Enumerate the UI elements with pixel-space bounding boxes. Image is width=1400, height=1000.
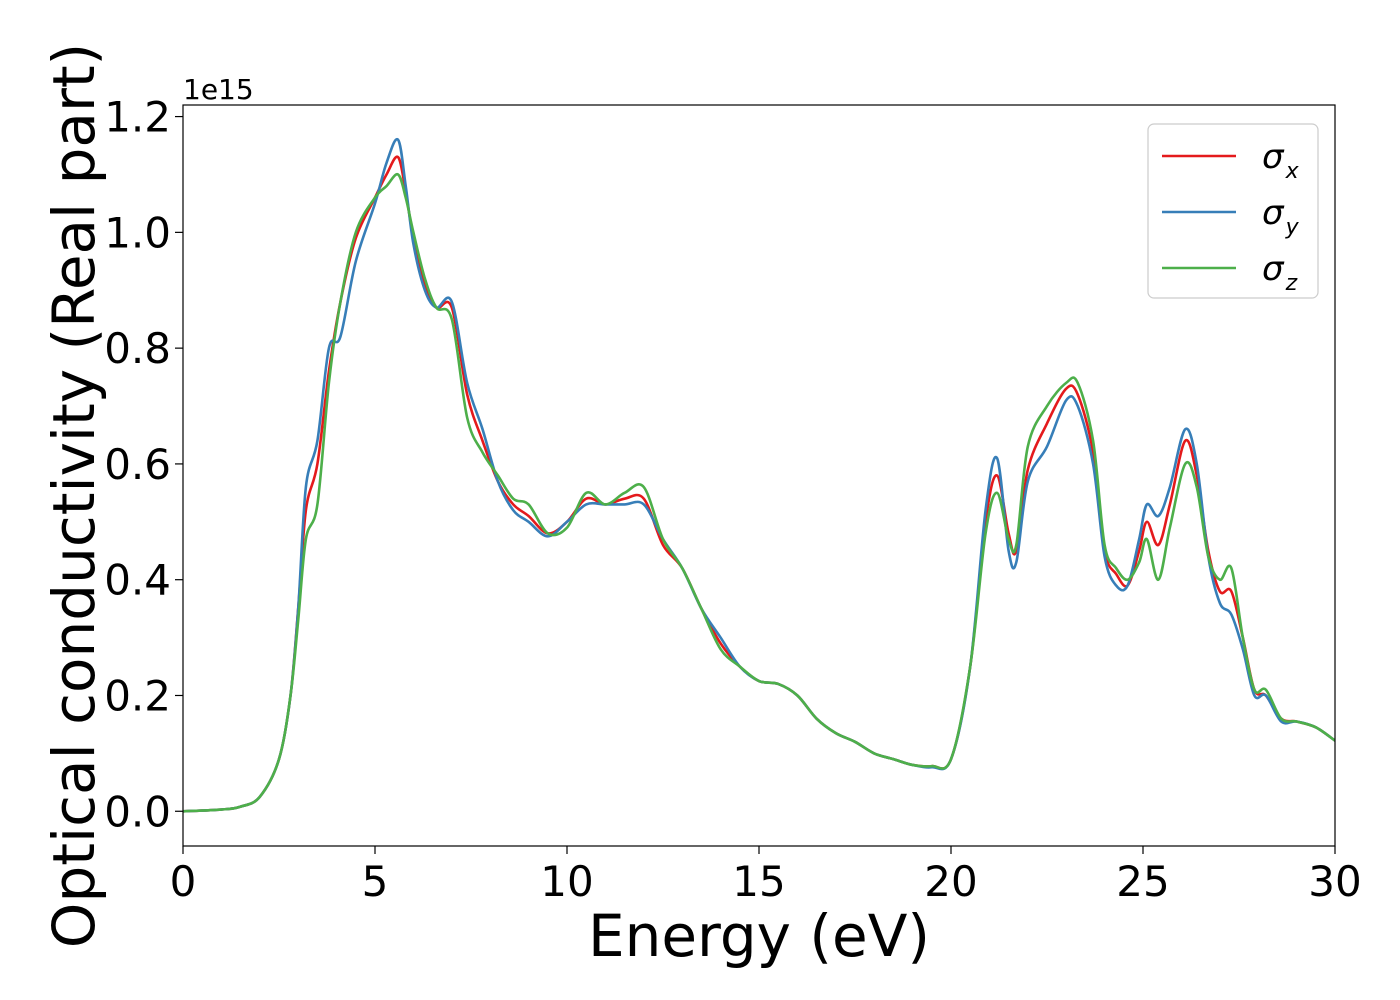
x-tick-label: 10 <box>540 857 593 906</box>
x-tick-label: 30 <box>1308 857 1361 906</box>
x-tick-label: 20 <box>924 857 977 906</box>
x-axis-label: Energy (eV) <box>588 902 930 970</box>
x-tick-label: 25 <box>1116 857 1169 906</box>
y-tick-label: 1.2 <box>104 93 171 142</box>
y-tick-label: 0.6 <box>104 440 171 489</box>
y-tick-label: 0.8 <box>104 324 171 373</box>
y-axis-label: Optical conductivity (Real part) <box>40 43 108 948</box>
x-tick-label: 0 <box>170 857 197 906</box>
y-axis-ticks: 0.0 0.2 0.4 0.6 0.8 1.0 1.2 <box>104 93 183 836</box>
x-axis-ticks: 0 5 10 15 20 25 30 <box>170 846 1362 906</box>
y-tick-label: 0.4 <box>104 556 171 605</box>
series-line-z <box>183 172 1335 813</box>
y-tick-label: 0.2 <box>104 671 171 720</box>
x-tick-label: 15 <box>732 857 785 906</box>
series-layer <box>183 137 1335 813</box>
y-axis-offset-label: 1e15 <box>183 73 254 106</box>
y-tick-label: 0.0 <box>104 787 171 836</box>
x-tick-label: 5 <box>362 857 389 906</box>
y-tick-label: 1.0 <box>104 208 171 257</box>
